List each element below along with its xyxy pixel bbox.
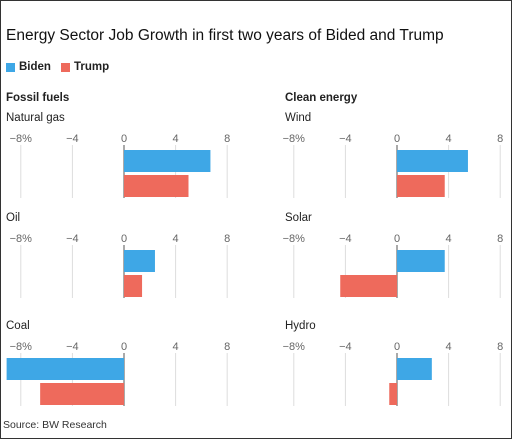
legend-item-biden: Biden (6, 61, 51, 73)
tick-label-natural-gas: −4 (66, 133, 79, 145)
chart-title: Energy Sector Job Growth in first two ye… (6, 27, 444, 44)
tick-label-oil: 4 (173, 233, 179, 245)
tick-label-solar: 8 (497, 233, 503, 245)
tick-label-solar: −8% (283, 233, 306, 245)
bar-natural-gas-biden (124, 150, 211, 172)
legend: Biden Trump (6, 61, 109, 73)
panel-label-oil: Oil (6, 212, 20, 224)
tick-label-wind: 8 (497, 133, 503, 145)
legend-label-biden: Biden (19, 61, 51, 73)
bar-oil-trump (124, 275, 143, 297)
panel-label-wind: Wind (285, 112, 311, 124)
bar-solar-biden (397, 250, 445, 272)
tick-label-wind: −4 (339, 133, 352, 145)
tick-label-natural-gas: 4 (173, 133, 179, 145)
group-title-fossil: Fossil fuels (6, 92, 70, 104)
panel-label-natural-gas: Natural gas (6, 112, 65, 124)
legend-item-trump: Trump (60, 61, 110, 73)
tick-label-coal: 0 (121, 341, 127, 353)
tick-label-natural-gas: −8% (10, 133, 33, 145)
bar-hydro-trump (389, 383, 397, 405)
tick-label-natural-gas: 8 (224, 133, 230, 145)
panel-label-coal: Coal (6, 320, 30, 332)
tick-label-oil: −8% (10, 233, 33, 245)
tick-label-oil: 0 (121, 233, 127, 245)
panel-label-hydro: Hydro (285, 320, 316, 332)
tick-label-wind: −8% (283, 133, 306, 145)
tick-label-oil: 8 (224, 233, 230, 245)
legend-swatch-trump (60, 62, 70, 72)
tick-label-hydro: −8% (283, 341, 306, 353)
panel-label-solar: Solar (285, 212, 312, 224)
bar-coal-trump (40, 383, 124, 405)
bar-natural-gas-trump (124, 175, 189, 197)
tick-label-hydro: 4 (446, 341, 452, 353)
tick-label-solar: 4 (446, 233, 452, 245)
bar-coal-biden (6, 358, 124, 380)
tick-label-oil: −4 (66, 233, 79, 245)
bar-wind-trump (397, 175, 445, 197)
legend-swatch-biden (6, 62, 15, 72)
tick-label-coal: −8% (10, 341, 33, 353)
group-title-clean: Clean energy (285, 92, 358, 104)
tick-label-hydro: 8 (497, 341, 503, 353)
tick-label-coal: −4 (66, 341, 79, 353)
tick-label-coal: 8 (224, 341, 230, 353)
tick-label-natural-gas: 0 (121, 133, 127, 145)
tick-label-hydro: 0 (394, 341, 400, 353)
tick-label-hydro: −4 (339, 341, 352, 353)
tick-label-solar: 0 (394, 233, 400, 245)
tick-label-wind: 4 (446, 133, 452, 145)
source-note: Source: BW Research (3, 419, 107, 431)
tick-label-coal: 4 (173, 341, 179, 353)
bar-hydro-biden (397, 358, 432, 380)
tick-label-solar: −4 (339, 233, 352, 245)
legend-label-trump: Trump (73, 61, 110, 73)
tick-label-wind: 0 (394, 133, 400, 145)
bar-wind-biden (397, 150, 468, 172)
bar-solar-trump (340, 275, 397, 297)
bar-oil-biden (124, 250, 155, 272)
